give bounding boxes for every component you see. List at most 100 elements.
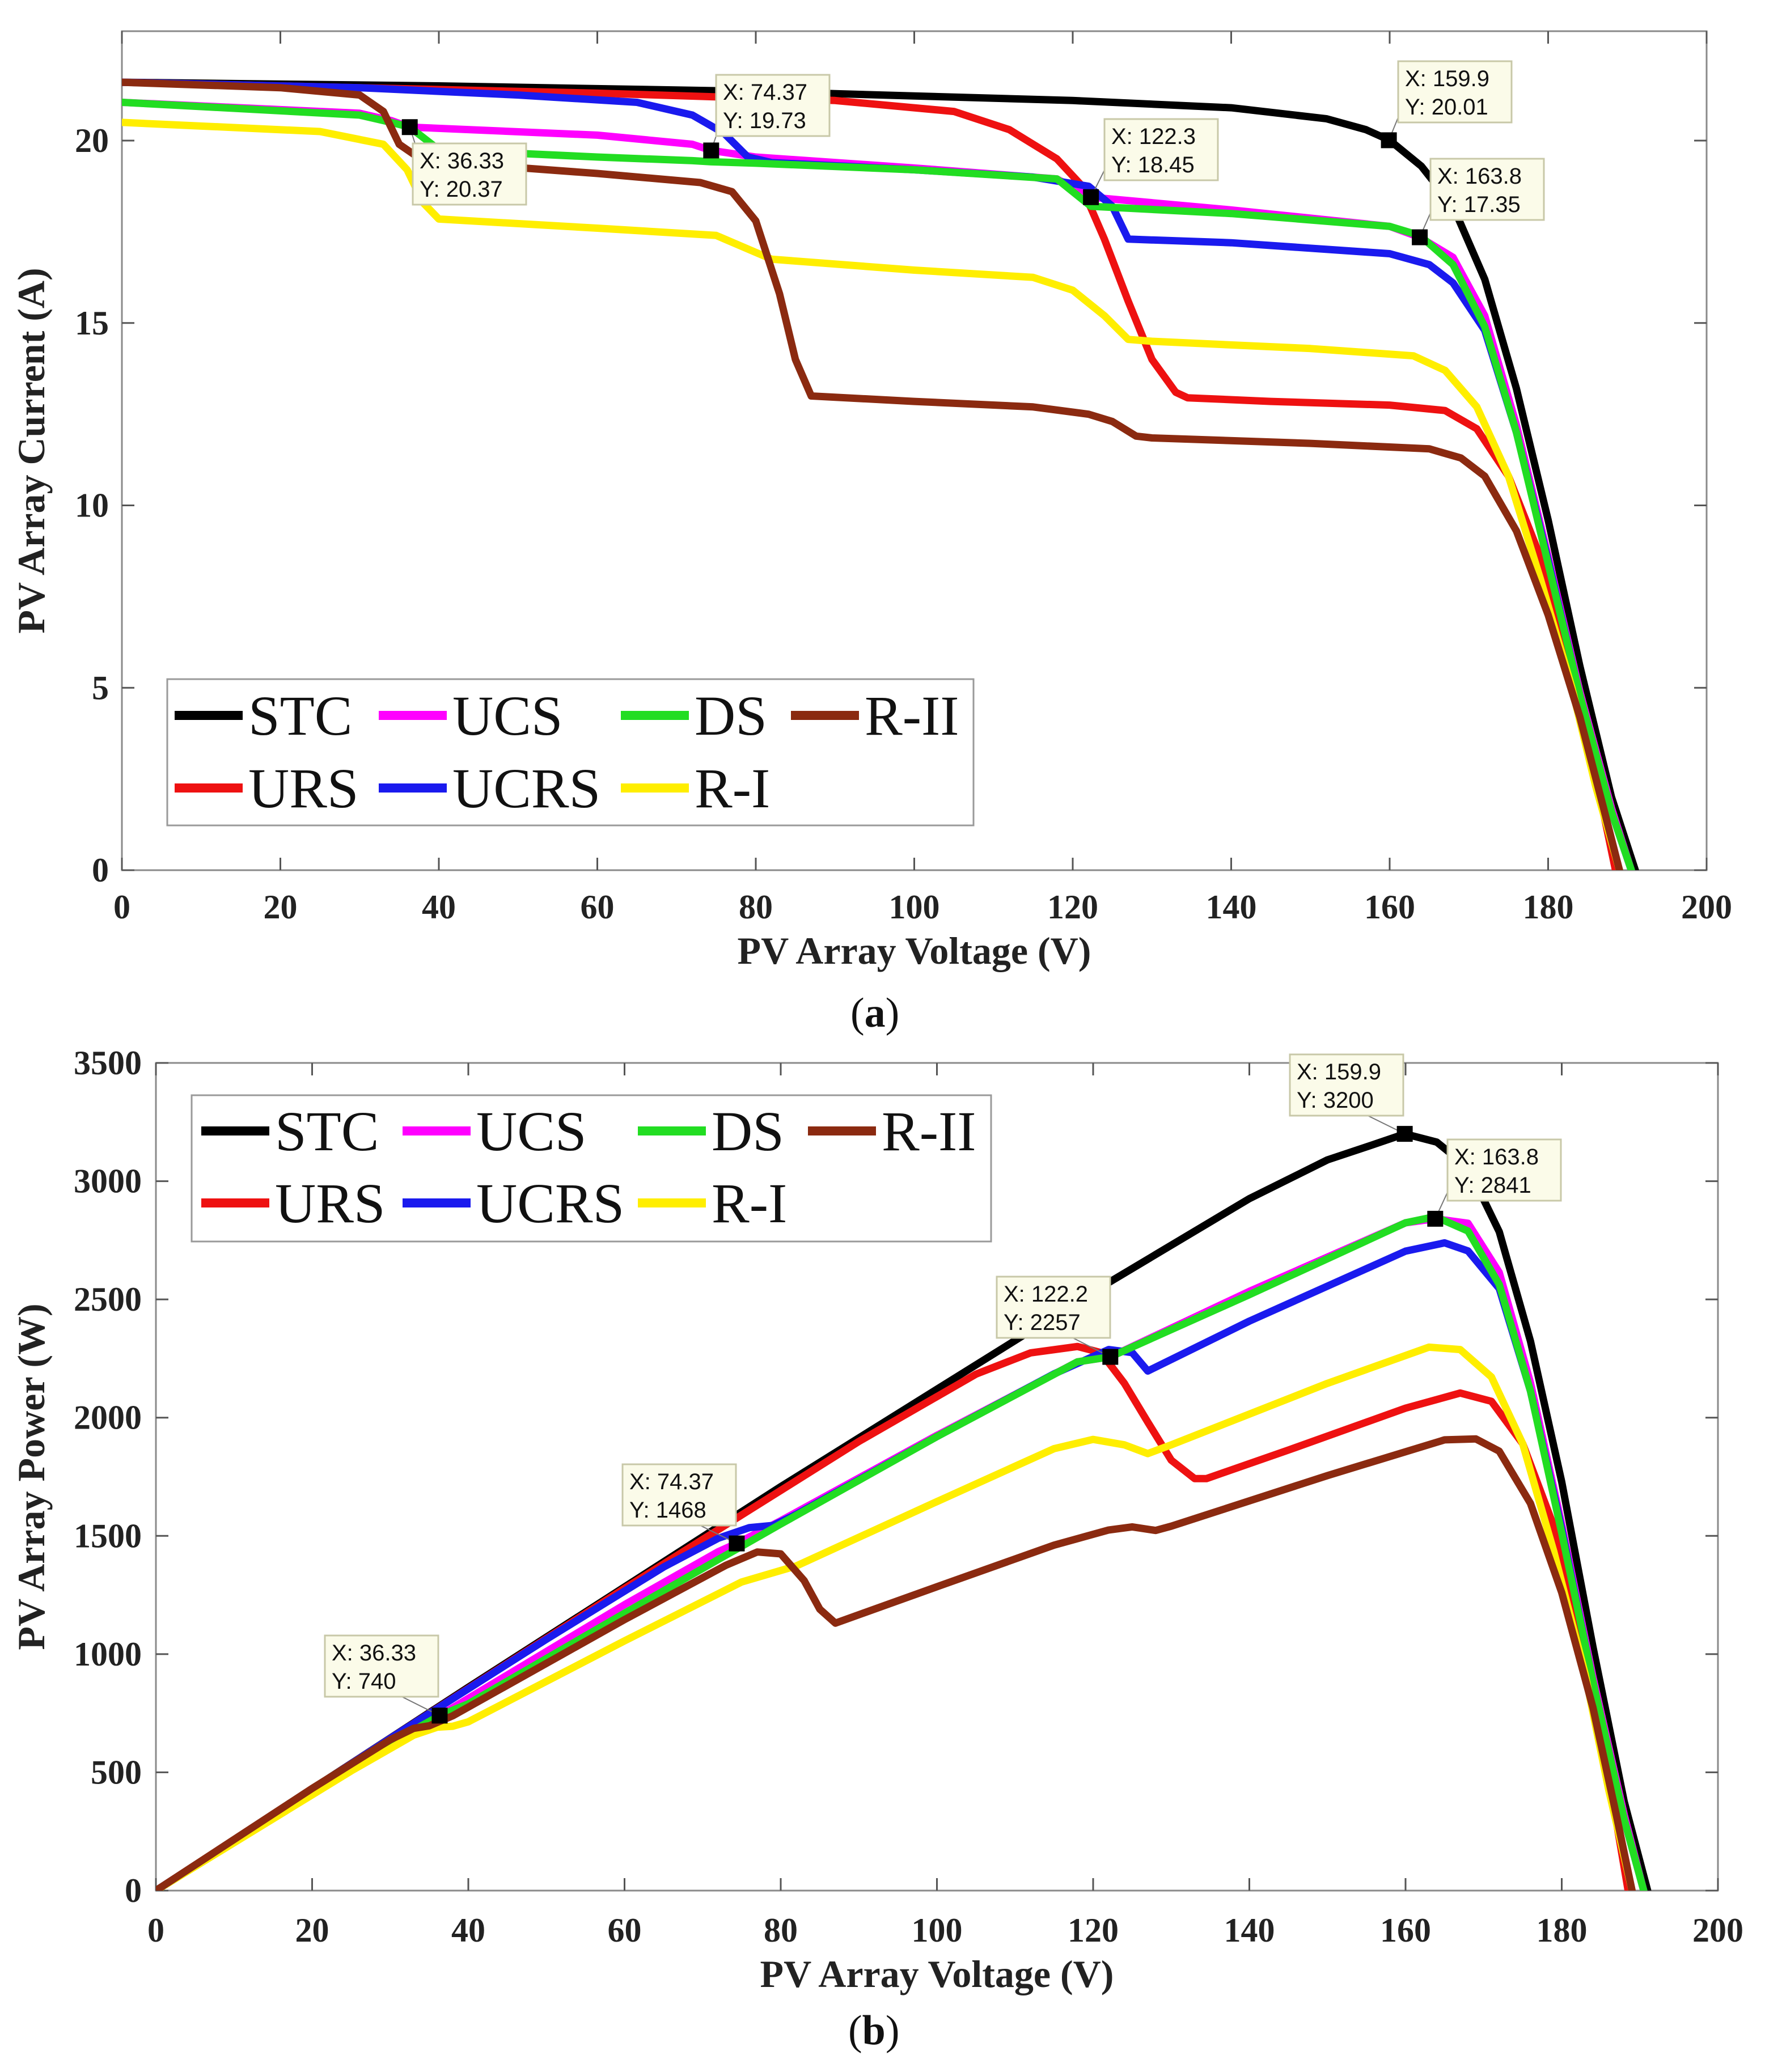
panel-b-legend-label-r-i: R-I <box>712 1172 787 1235</box>
panel-a-legend-label-ucrs: UCRS <box>452 757 600 820</box>
panel-a-datatip-x: X: 74.37 <box>723 80 807 105</box>
panel-b-datatip-y: Y: 3200 <box>1297 1088 1374 1113</box>
panel-b-ytick-label: 0 <box>125 1872 142 1909</box>
caption-b-letter: b <box>862 2007 886 2054</box>
panel-a-xtick-label: 40 <box>422 888 456 926</box>
panel-b-datatip-box <box>621 1463 737 1527</box>
panel-a-datatip-box <box>1429 158 1545 221</box>
panel-a-xtick-label: 200 <box>1681 888 1732 926</box>
panel-a-series-stc <box>122 78 1639 870</box>
panel-b-ytick-label: 3500 <box>74 1044 142 1082</box>
panel-a-series-ds <box>122 99 1635 870</box>
panel-b-ytick-label: 1000 <box>74 1635 142 1673</box>
panel-a-legend-label-ucs: UCS <box>452 684 563 747</box>
panel-b-datatip-marker <box>431 1707 448 1724</box>
panel-a-datatip-y: Y: 20.01 <box>1405 95 1488 120</box>
panel-b-legend-label-ucrs: UCRS <box>476 1172 624 1235</box>
panel-a-datatip-marker <box>703 142 719 159</box>
panel-b-ytick-label: 2500 <box>74 1281 142 1318</box>
panel-a-xtick-label: 20 <box>264 888 298 926</box>
panel-a-xtick-label: 80 <box>739 888 773 926</box>
panel-a-datatip: X: 74.37 Y: 19.73 <box>703 74 831 159</box>
panel-a-legend: STC UCS DS R-II URS UCRS R-I <box>166 678 975 827</box>
panel-b-ytick-label: 3000 <box>74 1163 142 1200</box>
panel-b-xtick-label: 200 <box>1692 1912 1743 1949</box>
panel-a-xtick-label: 160 <box>1364 888 1415 926</box>
panel-a-datatip: X: 163.8 Y: 17.35 <box>1412 158 1545 245</box>
panel-b-datatip-box <box>1289 1053 1404 1117</box>
panel-a-xtick-label: 0 <box>113 888 130 926</box>
panel-b-datatip-y: Y: 740 <box>332 1669 396 1694</box>
panel-b-legend-label-r-ii: R-II <box>882 1100 976 1163</box>
panel-a-xtick-label: 120 <box>1047 888 1098 926</box>
panel-a-datatip-y: Y: 18.45 <box>1111 152 1195 177</box>
panel-a-xtick-label: 180 <box>1523 888 1574 926</box>
caption-a-letter: a <box>864 990 886 1036</box>
panel-b-xtick-label: 20 <box>295 1912 329 1949</box>
caption-b: (b) <box>848 2007 900 2054</box>
panel-a-xtick-label: 140 <box>1206 888 1257 926</box>
panel-a-datatip-x: X: 159.9 <box>1405 66 1489 91</box>
panel-a-legend-label-urs: URS <box>248 757 359 820</box>
panel-b-datatip-y: Y: 2257 <box>1004 1310 1081 1335</box>
panel-a-y-axis-label: PV Array Current (A) <box>10 268 53 633</box>
panel-b-datatip: X: 122.2 Y: 2257 <box>996 1276 1119 1365</box>
panel-b-datatip: X: 74.37 Y: 1468 <box>621 1463 745 1552</box>
panel-a-datatip-box <box>1103 118 1219 181</box>
panel-b-xtick-label: 140 <box>1224 1912 1275 1949</box>
panel-a-series-r-ii <box>122 78 1623 870</box>
panel-b-legend-label-ds: DS <box>712 1100 784 1163</box>
panel-a-datatip-x: X: 36.33 <box>420 149 504 173</box>
panel-b-datatip: X: 159.9 Y: 3200 <box>1289 1053 1413 1142</box>
panel-a-ytick-label: 5 <box>92 669 109 706</box>
panel-b-datatip-box <box>1446 1138 1562 1202</box>
panel-b-datatip-marker <box>1102 1349 1119 1365</box>
panel-a-datatip-x: X: 122.3 <box>1111 124 1196 149</box>
panel-b-series-r-i <box>156 1343 1636 1891</box>
panel-b-xtick-label: 40 <box>451 1912 485 1949</box>
panel-b-xtick-label: 180 <box>1537 1912 1588 1949</box>
panel-b-legend-label-ucs: UCS <box>476 1100 587 1163</box>
panel-a-legend-box <box>166 678 975 827</box>
panel-a-xtick-label: 100 <box>889 888 940 926</box>
panel-a-datatip: X: 159.9 Y: 20.01 <box>1381 60 1513 149</box>
panel-b-datatip-x: X: 36.33 <box>332 1641 416 1666</box>
panel-b-xtick-label: 80 <box>764 1912 798 1949</box>
panel-a-chart: 0 20 40 60 80 100 120 140 160 180 200 0 5 10 15 20 PV Ar… <box>10 30 1732 972</box>
panel-b-datatip-x: X: 122.2 <box>1004 1282 1088 1307</box>
panel-b-ytick-label: 500 <box>91 1753 142 1791</box>
panel-b-datatip-x: X: 163.8 <box>1454 1145 1539 1170</box>
panel-b-xtick-label: 120 <box>1068 1912 1119 1949</box>
panel-b-datatip-box <box>324 1634 439 1698</box>
panel-a-datatip-y: Y: 19.73 <box>723 108 806 133</box>
panel-b-xtick-label: 0 <box>147 1912 164 1949</box>
panel-b-datatip-x: X: 74.37 <box>629 1469 714 1494</box>
panel-b-datatip-marker <box>1396 1126 1413 1142</box>
caption-a: (a) <box>850 990 900 1036</box>
panel-b-y-axis-label: PV Array Power (W) <box>10 1303 53 1650</box>
panel-a-datatip: X: 36.33 Y: 20.37 <box>401 119 527 206</box>
panel-b-legend-box <box>191 1094 992 1243</box>
panel-a-legend-label-ds: DS <box>695 684 767 747</box>
panel-a-datatip-box <box>1397 60 1513 124</box>
panel-a-datatip-marker <box>1083 189 1099 205</box>
panel-a-datatip-x: X: 163.8 <box>1437 164 1522 189</box>
panel-b-datatip-y: Y: 1468 <box>629 1498 706 1523</box>
panel-a-xtick-label: 60 <box>581 888 615 926</box>
panel-a-datatip: X: 122.3 Y: 18.45 <box>1083 118 1219 205</box>
panel-b-series-stc <box>156 1130 1652 1891</box>
panel-a-datatip-marker <box>1412 229 1428 245</box>
panel-a-datatip-y: Y: 17.35 <box>1437 192 1521 217</box>
panel-b-datatip-y: Y: 2841 <box>1454 1173 1531 1198</box>
panel-b-datatip-marker <box>1427 1210 1444 1227</box>
panel-a-legend-label-stc: STC <box>248 684 352 747</box>
panel-b-datatip-marker <box>729 1535 745 1552</box>
panel-b-x-axis-label: PV Array Voltage (V) <box>760 1952 1114 1995</box>
panel-b-xtick-label: 160 <box>1380 1912 1431 1949</box>
panel-b-ytick-label: 1500 <box>74 1517 142 1554</box>
panel-b-xtick-label: 60 <box>608 1912 642 1949</box>
panel-a-ytick-label: 0 <box>92 851 109 889</box>
panel-b-xtick-label: 100 <box>912 1912 963 1949</box>
